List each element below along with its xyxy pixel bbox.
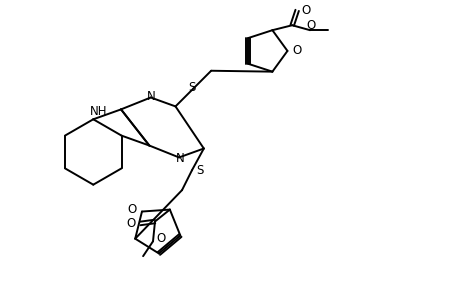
Text: O: O [128, 203, 137, 216]
Text: O: O [156, 232, 165, 245]
Text: S: S [196, 164, 203, 177]
Text: S: S [188, 81, 196, 94]
Text: O: O [301, 4, 310, 17]
Text: O: O [126, 217, 135, 230]
Text: O: O [292, 44, 301, 57]
Text: O: O [306, 19, 315, 32]
Text: NH: NH [90, 105, 107, 118]
Text: N: N [175, 152, 184, 165]
Text: N: N [147, 90, 156, 103]
